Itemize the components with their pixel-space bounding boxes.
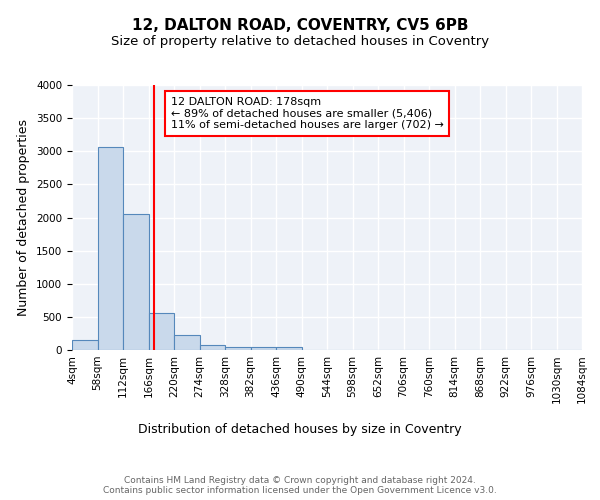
- Bar: [97, 148, 123, 350]
- Bar: [276, 346, 302, 350]
- Text: Contains HM Land Registry data © Crown copyright and database right 2024.
Contai: Contains HM Land Registry data © Crown c…: [103, 476, 497, 495]
- Bar: [174, 336, 199, 350]
- Bar: [225, 346, 251, 350]
- Bar: [149, 313, 174, 350]
- Y-axis label: Number of detached properties: Number of detached properties: [17, 119, 31, 316]
- Text: 12, DALTON ROAD, COVENTRY, CV5 6PB: 12, DALTON ROAD, COVENTRY, CV5 6PB: [132, 18, 468, 32]
- Bar: [72, 340, 97, 350]
- Text: 12 DALTON ROAD: 178sqm
← 89% of detached houses are smaller (5,406)
11% of semi-: 12 DALTON ROAD: 178sqm ← 89% of detached…: [171, 97, 444, 130]
- Bar: [123, 214, 149, 350]
- Bar: [251, 348, 276, 350]
- Text: Distribution of detached houses by size in Coventry: Distribution of detached houses by size …: [138, 422, 462, 436]
- Bar: [200, 345, 225, 350]
- Text: Size of property relative to detached houses in Coventry: Size of property relative to detached ho…: [111, 35, 489, 48]
